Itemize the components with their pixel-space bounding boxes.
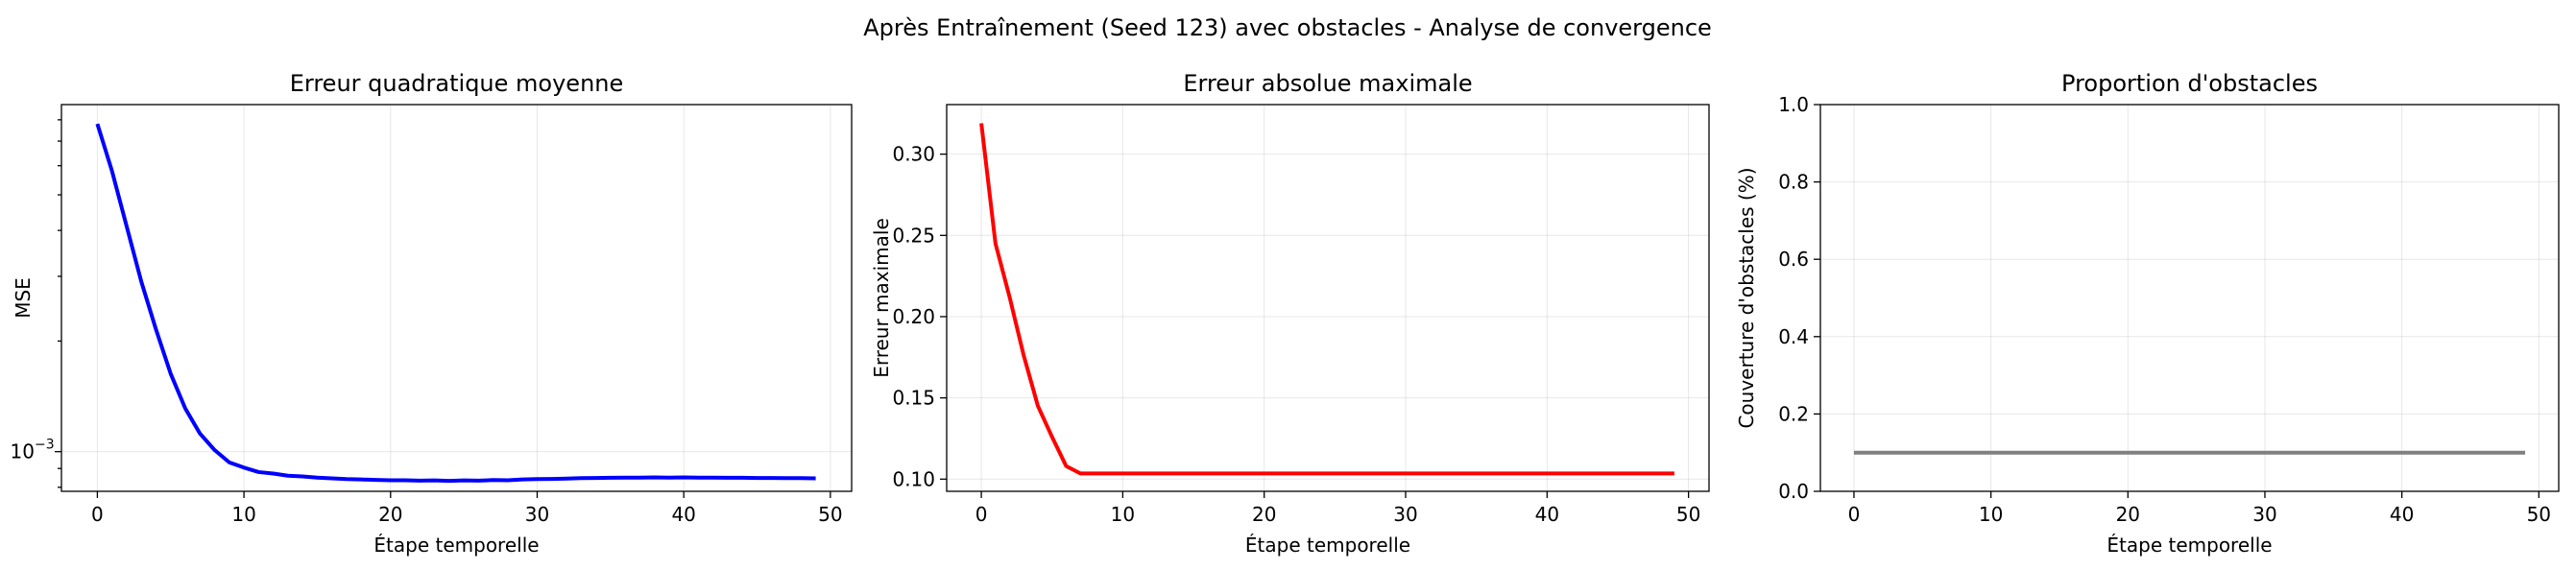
- x-tick-label-1: 10: [1979, 503, 2003, 526]
- y-tick-label-1: 0.15: [892, 387, 935, 410]
- x-tick-label-4: 40: [2390, 503, 2414, 526]
- y-tick-label-exponent-0: −3: [35, 438, 55, 453]
- x-tick-label-3: 30: [525, 503, 549, 526]
- max-error-y-axis-label: Erreur maximale: [870, 218, 893, 378]
- mse-series-line: [95, 123, 816, 484]
- y-tick-label-0: 0.0: [1778, 480, 1809, 503]
- obstacle-proportion-x-axis-label: Étape temporelle: [2107, 534, 2272, 557]
- y-tick-label-1: 0.2: [1778, 402, 1809, 425]
- y-tick-label-5: 1.0: [1778, 93, 1809, 116]
- max-error-x-axis-label: Étape temporelle: [1245, 534, 1410, 557]
- y-tick-label-0: 0.10: [892, 467, 935, 490]
- y-tick-label-4: 0.30: [892, 143, 935, 166]
- x-tick-label-1: 10: [231, 503, 255, 526]
- x-tick-label-5: 50: [818, 503, 842, 526]
- axes-frame: [60, 104, 853, 492]
- x-tick-label-5: 50: [1676, 503, 1700, 526]
- figure-title: Après Entraînement (Seed 123) avec obsta…: [863, 14, 1712, 41]
- x-tick-label-4: 40: [671, 503, 695, 526]
- x-tick-label-2: 20: [2116, 503, 2140, 526]
- mse-y-axis-label: MSE: [12, 277, 35, 319]
- subplot-obstacle-proportion: 0 10 20 30 40 50 0.0 0.2 0.4 0.6 0.8 1.0 Proportion …: [1735, 70, 2560, 557]
- x-tick-label-1: 10: [1111, 503, 1135, 526]
- obstacle-proportion-title: Proportion d'obstacles: [2061, 70, 2318, 97]
- y-tick-label-2: 0.20: [892, 305, 935, 328]
- subplot-max-error: 0 10 20 30 40 50 0.10 0.15 0.20 0.25 0.30 Erreur ab…: [870, 70, 1710, 557]
- y-tick-label-base-0: 10: [11, 440, 35, 463]
- max-error-series-line: [979, 123, 1674, 476]
- x-tick-label-3: 30: [1393, 503, 1417, 526]
- x-tick-label-2: 20: [1252, 503, 1276, 526]
- obstacle-proportion-y-axis-label: Couverture d'obstacles (%): [1735, 167, 1758, 428]
- x-tick-label-0: 0: [91, 503, 104, 526]
- y-tick-label-3: 0.25: [892, 224, 935, 247]
- axes-frame: [1819, 104, 2560, 492]
- x-tick-label-0: 0: [975, 503, 988, 526]
- mse-x-axis-label: Étape temporelle: [373, 534, 539, 557]
- x-tick-label-2: 20: [378, 503, 402, 526]
- y-tick-label-4: 0.8: [1778, 171, 1809, 194]
- x-tick-label-5: 50: [2527, 503, 2551, 526]
- x-tick-label-4: 40: [1535, 503, 1559, 526]
- x-tick-label-3: 30: [2252, 503, 2276, 526]
- y-tick-label-2: 0.4: [1778, 325, 1809, 348]
- y-tick-label-3: 0.6: [1778, 248, 1809, 271]
- axes-frame: [946, 104, 1710, 492]
- mse-title: Erreur quadratique moyenne: [290, 70, 624, 97]
- x-tick-label-0: 0: [1848, 503, 1861, 526]
- max-error-title: Erreur absolue maximale: [1183, 70, 1472, 97]
